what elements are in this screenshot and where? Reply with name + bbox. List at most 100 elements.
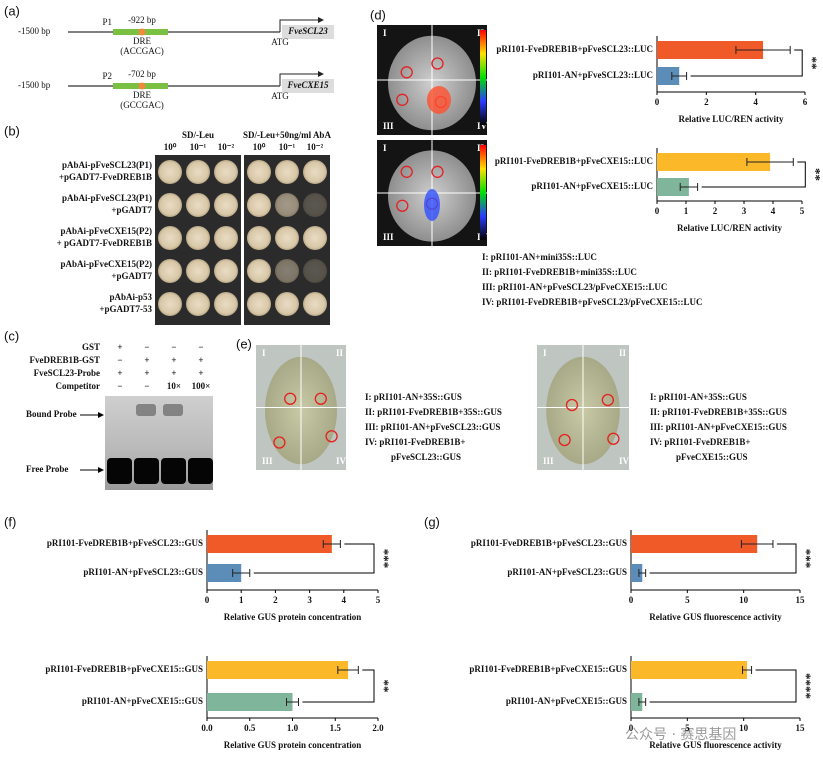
lane-sign: + [117, 342, 122, 352]
lane-sign: + [198, 368, 203, 378]
significance-bracket [253, 543, 375, 574]
significance-label: ** [808, 168, 823, 181]
colony [214, 193, 238, 217]
x-tick-label: 0 [629, 595, 634, 605]
category-label: pRI101-FveDREB1B+pFveSCL23::LUC [496, 44, 653, 54]
legend-line: IV: pRI101-FveDREB1B+ [365, 437, 466, 447]
error-bar [286, 698, 299, 706]
tss-arrowhead [318, 71, 324, 77]
x-tick-label: 2 [273, 595, 278, 605]
infiltration-site [284, 392, 297, 405]
strain-label: +pGADT7-53 [99, 304, 152, 314]
band-arrowhead [98, 412, 104, 418]
tss-arrow [279, 73, 318, 86]
quadrant-label: IV [477, 121, 488, 131]
strain-label: pAbAi-pFveSCL23(P1) [62, 160, 152, 170]
legend-line: pFveCXE15::GUS [676, 452, 748, 462]
significance-bracket [701, 161, 806, 188]
colony [247, 292, 271, 316]
category-label: pRI101-FveDREB1B+pFveCXE15::GUS [469, 664, 627, 674]
x-axis-label: Relative LUC/REN activity [677, 223, 782, 233]
x-tick-label: 4 [753, 97, 758, 107]
colony [275, 193, 299, 217]
bar [207, 661, 349, 679]
category-label: pRI101-FveDREB1B+pFveCXE15::GUS [45, 664, 203, 674]
x-tick-label: 1 [239, 595, 244, 605]
bar [631, 535, 758, 553]
x-tick-label: 4 [342, 595, 347, 605]
x-tick-label: 10 [739, 723, 749, 733]
category-label: pRI101-AN+pFveCXE15::LUC [531, 181, 653, 191]
colony [247, 160, 271, 184]
bar [631, 661, 748, 679]
legend-line: pFveSCL23::GUS [391, 452, 461, 462]
bar [207, 693, 293, 711]
infiltration-site [314, 392, 327, 405]
legend-line: I: pRI101-AN+35S::GUS [650, 392, 747, 402]
site-position: -922 bp [128, 15, 156, 25]
colony [158, 193, 182, 217]
colony [247, 259, 271, 283]
x-tick-label: 3 [742, 206, 747, 216]
panel-label: (c) [4, 328, 19, 343]
error-bar [322, 540, 341, 548]
significance-label: *** [799, 549, 814, 569]
category-label: pRI101-AN+pFveSCL23::LUC [533, 70, 653, 80]
strain-label: +pGADT7 [111, 271, 152, 281]
quadrant-label: I [383, 28, 387, 38]
promoter-start: -1500 bp [18, 26, 51, 36]
quadrant-label: II [336, 348, 344, 358]
lane-sign: + [144, 368, 149, 378]
infiltration-site [396, 93, 409, 106]
gene-box [282, 79, 334, 93]
bound-band [136, 404, 156, 416]
x-tick-label: 5 [685, 595, 690, 605]
colony [275, 226, 299, 250]
atg: ATG [271, 91, 289, 101]
error-bar [337, 666, 359, 674]
emsa-row-label: Competitor [56, 381, 101, 391]
element-name: DRE [133, 36, 152, 46]
site-position: -702 bp [128, 69, 156, 79]
lane-sign: + [171, 355, 176, 365]
dilution: 10⁻¹ [279, 142, 296, 152]
free-probe-band [188, 458, 213, 484]
colony [303, 160, 327, 184]
quadrant-label: II [619, 348, 627, 358]
legend-line: II: pRI101-FveDREB1B+35S::GUS [650, 407, 787, 417]
panel-label: (d) [370, 7, 386, 22]
significance-bracket [302, 669, 375, 703]
lane-sign: + [117, 368, 122, 378]
lane-sign: − [144, 381, 149, 391]
significance-bracket [649, 669, 797, 703]
colony [303, 292, 327, 316]
colony [275, 259, 299, 283]
panel-label: (a) [4, 3, 20, 18]
error-bar [671, 72, 688, 80]
x-axis-label: Relative GUS fluorescence activity [649, 740, 782, 750]
panel-label: (f) [4, 514, 16, 529]
infiltration-site [431, 165, 444, 178]
x-tick-label: 4 [771, 206, 776, 216]
tss-arrowhead [318, 17, 324, 23]
strain-label: +pGADT7 [111, 205, 152, 215]
gene-name: FveSCL23 [287, 26, 328, 36]
colony [303, 259, 327, 283]
lane-sign: − [171, 342, 176, 352]
colony [214, 259, 238, 283]
infiltration-site [400, 165, 413, 178]
x-axis-label: Relative GUS protein concentration [224, 740, 362, 750]
x-tick-label: 6 [803, 97, 808, 107]
significance-label: ** [805, 57, 820, 70]
promoter-name: P2 [102, 71, 112, 81]
dilution: 10⁰ [253, 142, 266, 152]
x-tick-label: 15 [796, 595, 806, 605]
x-axis-label: Relative GUS protein concentration [224, 612, 362, 622]
infiltration-site [601, 393, 614, 407]
quadrant-label: I [543, 348, 547, 358]
promoter-start: -1500 bp [18, 80, 51, 90]
infiltration-site [607, 432, 620, 445]
luc-signal [424, 189, 440, 221]
lane-sign: − [117, 381, 122, 391]
